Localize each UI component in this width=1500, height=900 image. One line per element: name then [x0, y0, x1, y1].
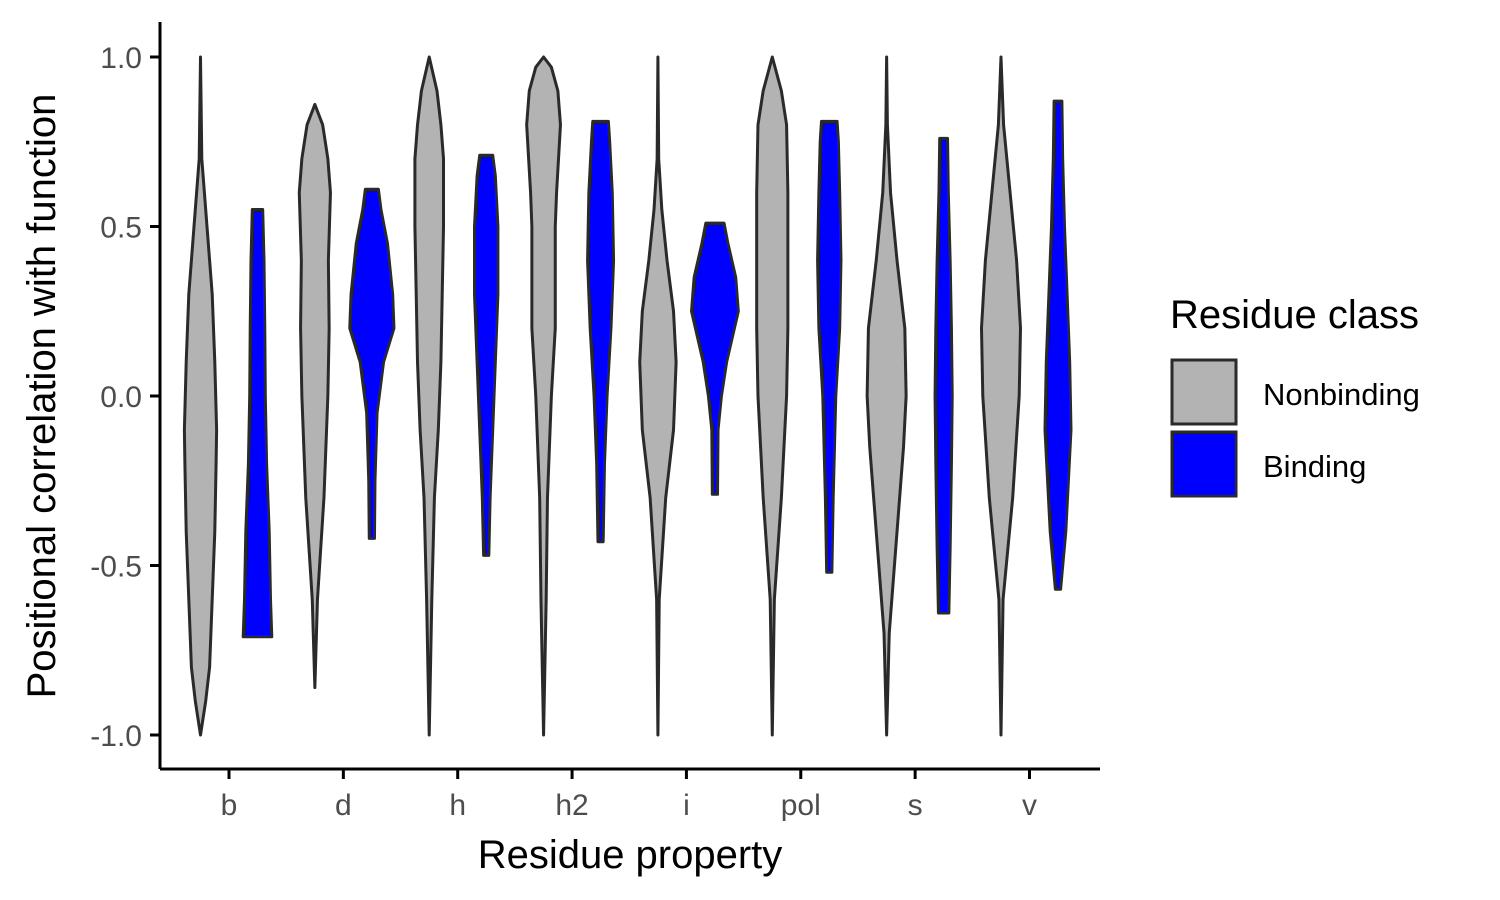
y-ticks: -1.0 -0.5 0.0 0.5 1.0	[90, 42, 160, 753]
y-tick-label: -0.5	[90, 551, 142, 584]
violin-binding-v	[1043, 99, 1073, 591]
y-axis-title: Positional correlation with function	[20, 94, 64, 699]
violin-binding-i	[690, 221, 740, 496]
violin-nonbinding-pol	[755, 55, 790, 737]
legend-key-nonbinding	[1170, 358, 1238, 426]
violin-binding-d	[348, 187, 396, 540]
violin-nonbinding-h2	[525, 55, 562, 737]
y-tick-label: 0.5	[100, 212, 142, 245]
x-tick-label: h	[449, 789, 466, 822]
x-tick-label: d	[335, 789, 352, 822]
x-tick-label: h2	[555, 789, 588, 822]
violin-nonbinding-i	[638, 55, 678, 737]
y-tick-label: 0.0	[100, 381, 142, 414]
plot-area	[182, 55, 1073, 737]
violin-nonbinding-d	[297, 102, 332, 690]
y-tick-label: -1.0	[90, 720, 142, 753]
violin-nonbinding-b	[182, 55, 219, 737]
legend-key-binding	[1170, 430, 1238, 498]
violin-binding-b	[241, 208, 274, 639]
legend: Residue class Nonbinding Binding	[1170, 293, 1420, 498]
x-tick-label: i	[683, 789, 690, 822]
violin-binding-h2	[586, 119, 616, 544]
violin-binding-s	[933, 136, 954, 615]
violin-binding-h	[473, 153, 500, 557]
x-tick-label: pol	[781, 789, 821, 822]
legend-label-binding: Binding	[1263, 449, 1366, 484]
x-ticks: b d h h2 i pol s v	[221, 769, 1037, 822]
y-tick-label: 1.0	[100, 42, 142, 75]
violin-nonbinding-v	[979, 55, 1022, 737]
violin-nonbinding-s	[865, 55, 908, 737]
x-tick-label: v	[1022, 789, 1037, 822]
violin-nonbinding-h	[413, 55, 446, 737]
x-tick-label: s	[908, 789, 923, 822]
violin-binding-pol	[816, 119, 843, 574]
x-tick-label: b	[221, 789, 238, 822]
legend-title: Residue class	[1170, 293, 1419, 337]
legend-label-nonbinding: Nonbinding	[1263, 377, 1420, 412]
x-axis-title: Residue property	[478, 833, 783, 877]
